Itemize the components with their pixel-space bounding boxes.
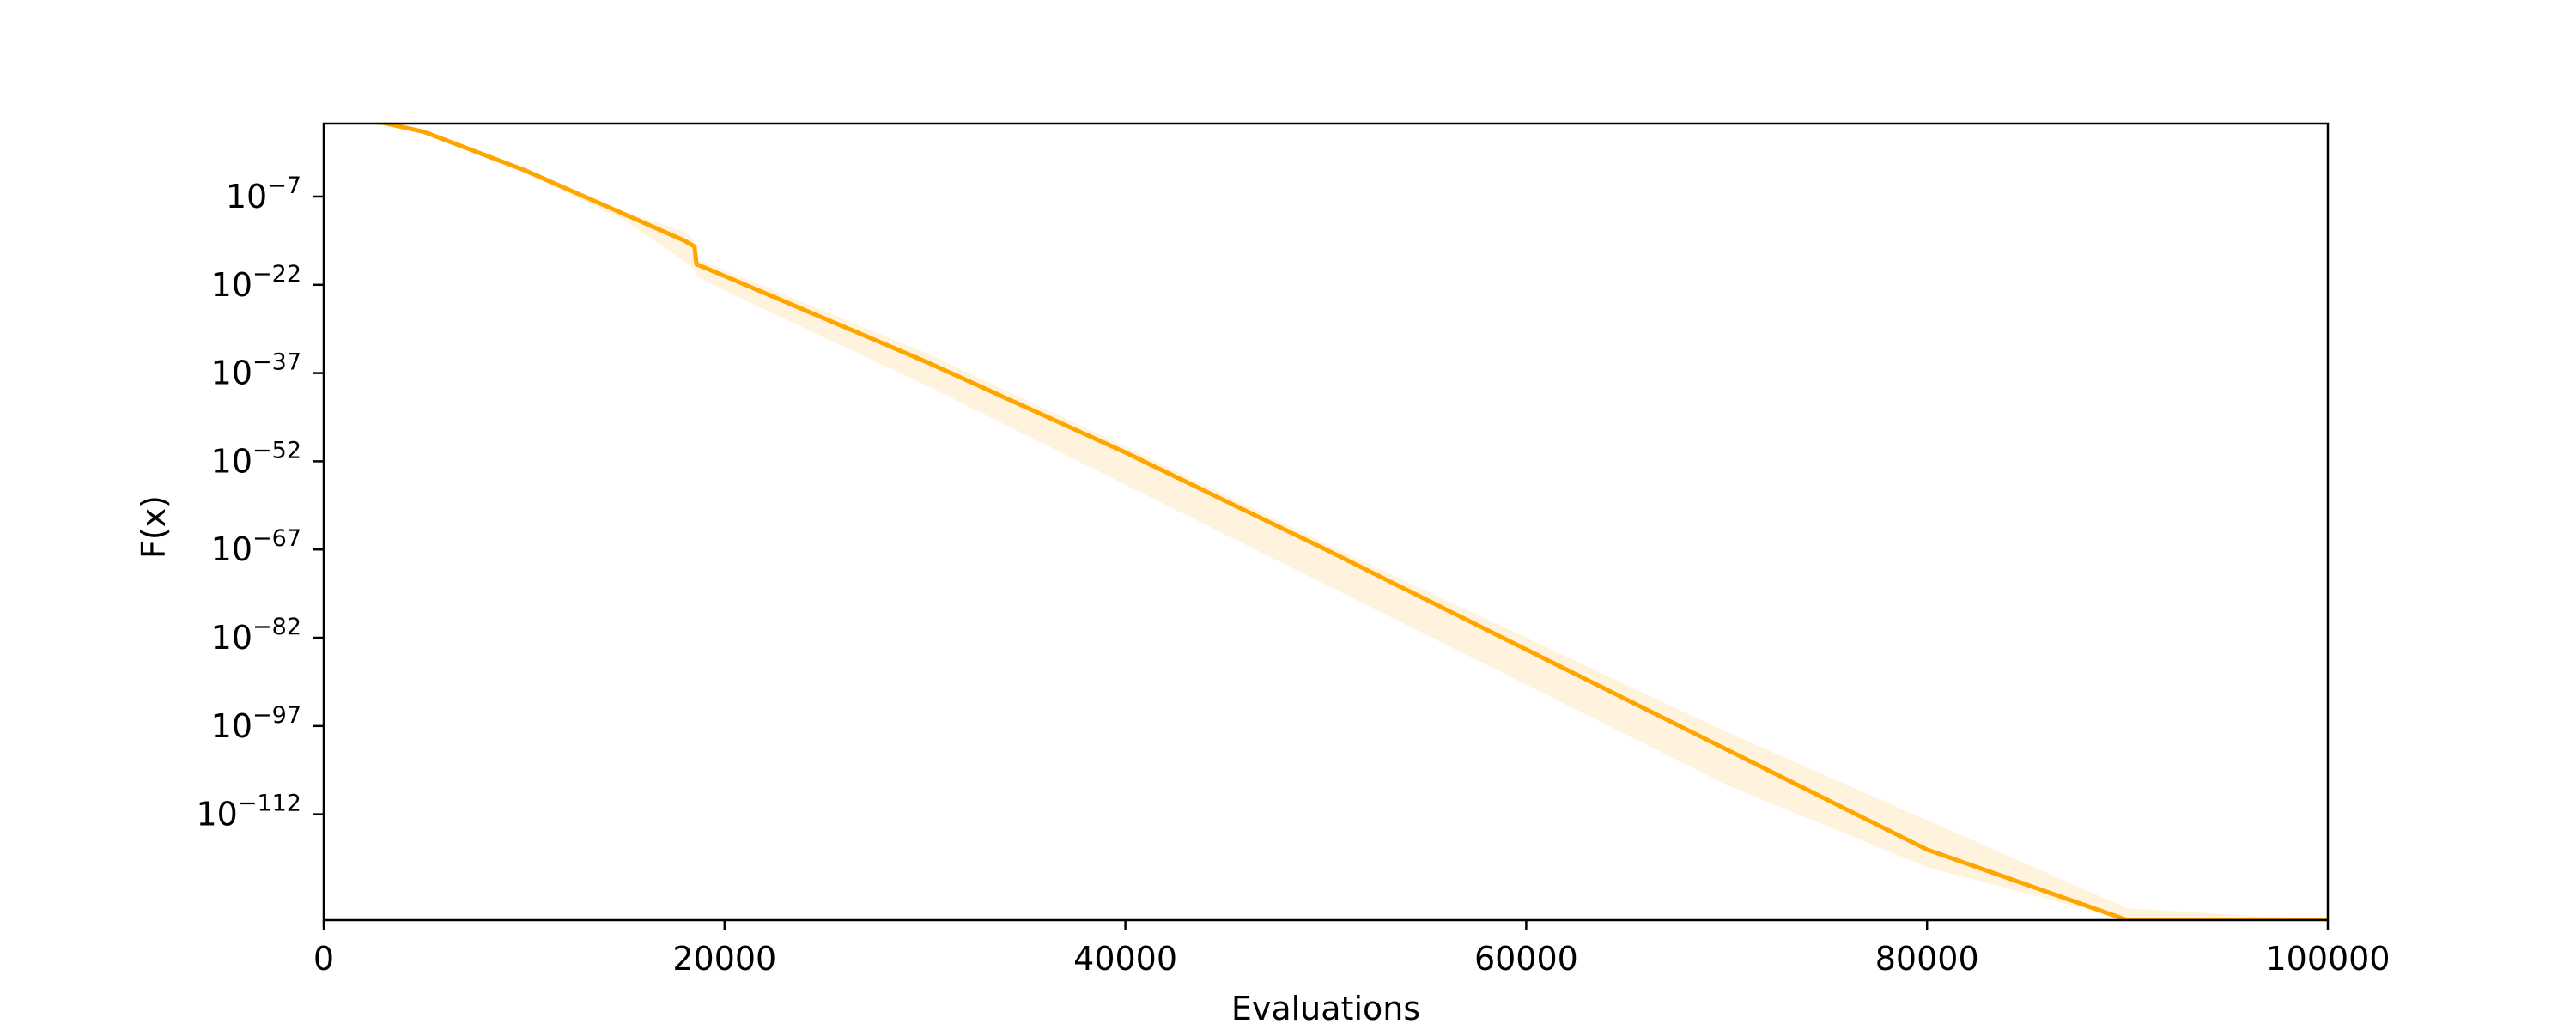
plot-area <box>362 124 2328 920</box>
y-tick-label: 10−7 <box>226 173 301 215</box>
x-axis: 0 20000 40000 60000 80000 100000 <box>313 920 2391 978</box>
axes-frame <box>322 122 2330 922</box>
y-tick-label: 10−37 <box>211 349 301 392</box>
x-tick-label: 0 <box>313 940 334 978</box>
x-tick-label: 80000 <box>1875 940 1979 978</box>
y-tick-label: 10−82 <box>211 614 301 657</box>
y-tick-label: 10−67 <box>211 525 301 568</box>
y-axis-title: F(x) <box>135 495 173 559</box>
series-0-line <box>362 124 2328 920</box>
x-axis-title: Evaluations <box>1231 990 1420 1027</box>
y-tick-label: 10−112 <box>196 791 301 833</box>
x-tick-label: 60000 <box>1474 940 1578 978</box>
y-axis: 10−7 10−22 10−37 10−52 10−67 10−82 10−97 10−112 <box>196 173 324 833</box>
y-tick-label: 10−52 <box>211 437 301 480</box>
x-tick-label: 100000 <box>2265 940 2390 978</box>
y-tick-label: 10−22 <box>211 261 301 304</box>
y-tick-label: 10−97 <box>211 702 301 745</box>
x-tick-label: 20000 <box>672 940 776 978</box>
series-0-band <box>386 124 2328 920</box>
x-tick-label: 40000 <box>1073 940 1177 978</box>
